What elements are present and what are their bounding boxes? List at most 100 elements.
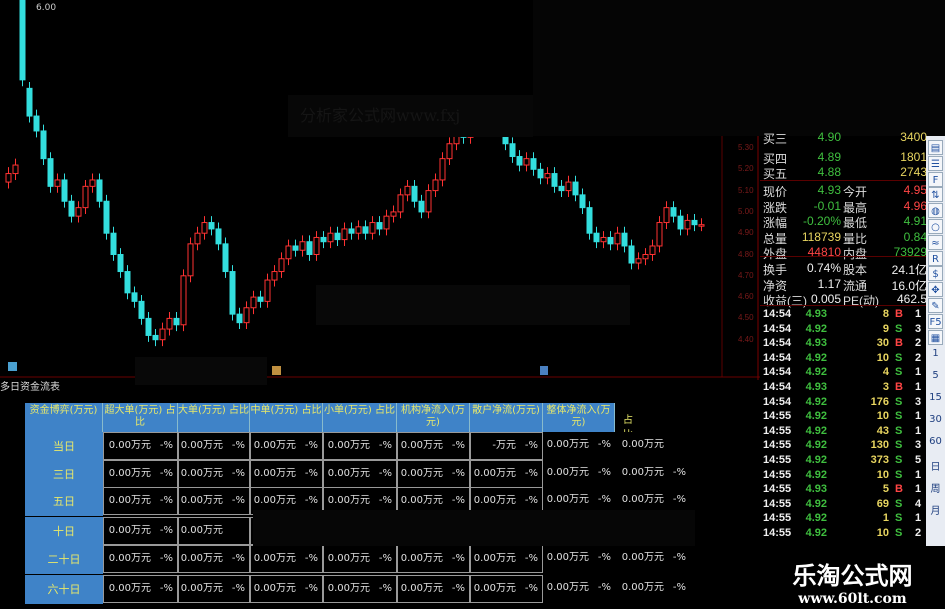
candle: [19, 0, 26, 81]
trade-time: 14:55: [763, 512, 792, 525]
bid-label: 买三: [763, 132, 788, 146]
f5-icon[interactable]: F5: [928, 313, 943, 329]
candle: [292, 245, 299, 251]
period-button[interactable]: 60: [929, 436, 942, 447]
wave-icon[interactable]: ≈: [928, 234, 943, 250]
period-button[interactable]: 周: [930, 484, 941, 495]
cell-percent: -%: [451, 495, 465, 506]
move-icon[interactable]: ✥: [928, 282, 943, 298]
cell-value: 0.00万元: [621, 467, 664, 478]
site-logo: 乐淘公式网 www.60lt.com: [760, 552, 945, 609]
trade-side: B: [895, 483, 903, 496]
row-label: 五日: [25, 487, 103, 516]
chart-icon[interactable]: ▤: [928, 140, 943, 155]
candle: [40, 130, 47, 160]
period-button[interactable]: 1: [932, 348, 939, 359]
cell-percent: -%: [524, 495, 538, 506]
stat-label: 股本: [843, 263, 868, 277]
cell-value: 0.00万元: [400, 495, 443, 506]
candle: [89, 179, 96, 187]
cell-percent: -%: [231, 553, 245, 564]
marker-icon[interactable]: [540, 366, 548, 375]
candle: [208, 222, 215, 230]
cell-value: 0.00万元: [253, 468, 296, 479]
trade-count: 3: [915, 439, 922, 452]
candle: [47, 158, 54, 187]
cell-value: 0.00万元: [180, 553, 223, 564]
candle: [649, 245, 656, 255]
cell-percent: -%: [597, 494, 611, 505]
table-cell: 0.00万元 -%: [543, 460, 615, 488]
quote-row: 总量 118739 量比 0.84: [763, 230, 927, 246]
candle: [628, 245, 635, 264]
grid-icon[interactable]: ▦: [928, 329, 943, 345]
period-button[interactable]: 30: [929, 414, 942, 425]
cell-percent: -%: [672, 552, 686, 563]
trade-side: S: [895, 410, 903, 423]
period-button[interactable]: 日: [930, 462, 941, 473]
candle: [425, 190, 432, 213]
candle: [551, 173, 558, 187]
candle: [145, 317, 152, 336]
trade-count: 1: [915, 308, 922, 320]
table-cell: 0.00万元 -%: [178, 487, 250, 515]
trade-volume: 69: [876, 497, 889, 510]
cell-percent: -%: [304, 440, 318, 451]
pencil-icon[interactable]: ✎: [928, 298, 943, 313]
table-cell: 0.00万元 -%: [323, 432, 397, 460]
cell-percent: -%: [597, 552, 611, 563]
trade-time: 14:54: [763, 366, 792, 379]
trade-row: 14:55 4.92 10 S 1: [763, 410, 927, 424]
money-icon[interactable]: $: [928, 266, 943, 282]
cell-percent: -%: [451, 583, 465, 594]
trade-row: 14:54 4.93 30 B 2: [763, 337, 927, 351]
candle: [677, 215, 684, 230]
compare-icon[interactable]: ⇅: [928, 187, 943, 203]
globe-icon[interactable]: ◍: [928, 203, 943, 219]
table-cell: 0.00万元 -%: [470, 545, 543, 573]
column-header: 中单(万元) 占比: [250, 403, 323, 432]
column-header: 资金博弈(万元): [25, 403, 103, 432]
stat-label: 涨幅: [763, 216, 788, 231]
trade-time: 14:54: [763, 351, 792, 364]
period-button[interactable]: 月: [930, 506, 941, 517]
cell-value: 0.00万元: [108, 440, 151, 451]
candle: [572, 181, 579, 196]
cell-percent: -%: [451, 553, 465, 564]
candle: [194, 232, 201, 245]
marker-icon[interactable]: [272, 366, 281, 375]
candle: [124, 271, 131, 294]
candle: [593, 232, 600, 243]
period-button[interactable]: 15: [929, 392, 942, 403]
cell-value: 0.00万元: [253, 553, 296, 564]
stat-value: 462.5: [896, 292, 927, 307]
trade-side: S: [895, 366, 903, 379]
stat-label: 现价: [763, 185, 788, 199]
stat-value: 1.17: [817, 276, 841, 291]
candle: [698, 224, 705, 227]
table-cell: 0.00万元 -%: [103, 575, 178, 603]
rsi-icon[interactable]: R: [928, 250, 943, 266]
trade-volume: 1: [882, 512, 889, 525]
circle-icon[interactable]: ○: [928, 219, 943, 234]
candle: [5, 173, 12, 183]
candle: [313, 236, 320, 256]
quote-row: 买五 4.88 2743: [763, 165, 927, 181]
redaction-block: [533, 0, 945, 136]
trade-count: 4: [915, 497, 922, 510]
trade-count: 3: [915, 395, 922, 408]
trade-volume: 30: [876, 337, 889, 350]
f10-icon[interactable]: F: [928, 171, 943, 187]
list-icon[interactable]: ☰: [928, 155, 943, 171]
cell-value: 0.00万元: [108, 525, 151, 536]
candle: [530, 158, 537, 170]
cell-percent: -%: [159, 468, 173, 479]
period-button[interactable]: 5: [932, 370, 939, 381]
bid-price: 4.90: [817, 130, 841, 144]
marker-icon[interactable]: [8, 362, 17, 371]
candle: [278, 258, 285, 273]
cell-value: 0.00万元: [546, 467, 589, 478]
table-cell: 0.00万元 -%: [615, 545, 690, 573]
stat-value: 0.74%: [806, 261, 841, 275]
stat-label: 今开: [843, 185, 868, 199]
